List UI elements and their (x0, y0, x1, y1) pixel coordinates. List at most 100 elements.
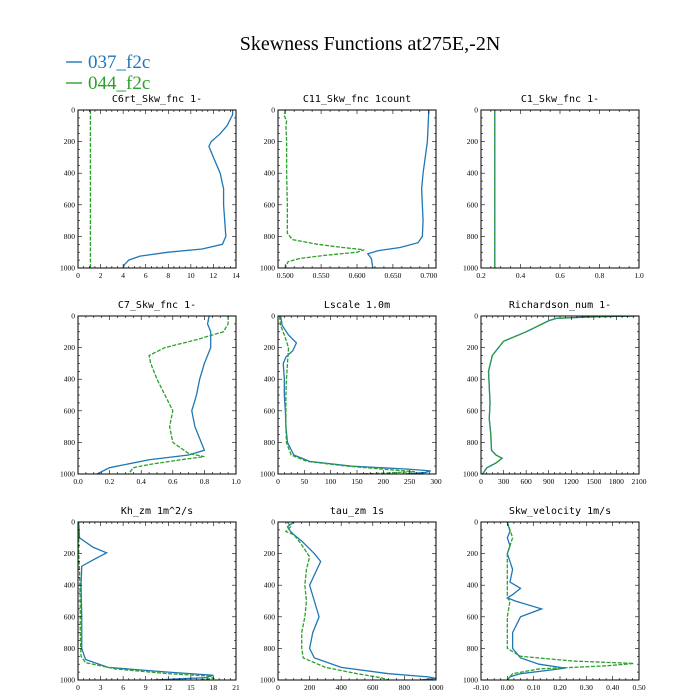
plot-frame (77, 315, 237, 475)
y-tick-label: 800 (64, 644, 76, 653)
x-tick-label: 1000 (429, 683, 444, 692)
y-tick-label: 400 (264, 375, 276, 384)
chart-panel: C6rt_Skw_fnc 1- 0 2 4 6 8 10 12 14 0 200 400 600 800 1… (60, 94, 240, 280)
y-tick-label: 800 (467, 232, 479, 241)
y-tick-label: 600 (467, 406, 479, 415)
x-tick-label: 12 (165, 683, 173, 692)
plot-frame (480, 109, 640, 269)
x-tick-label: 0.2 (476, 271, 486, 280)
x-tick-label: 0.6 (555, 271, 565, 280)
x-tick-label: 2 (99, 271, 103, 280)
panel-title: C1_Skw_fnc 1- (521, 94, 599, 105)
x-tick-label: 0 (276, 477, 280, 486)
y-tick-label: 200 (64, 137, 76, 146)
y-tick-label: 1000 (60, 470, 75, 479)
x-tick-label: 0 (76, 271, 80, 280)
x-tick-label: 0.40 (606, 683, 619, 692)
panel-title: Kh_zm 1m^2/s (121, 506, 193, 517)
x-tick-label: 300 (430, 477, 442, 486)
y-tick-label: 1000 (463, 264, 478, 273)
panel-title: tau_zm 1s (330, 506, 384, 517)
x-tick-label: 6 (144, 271, 148, 280)
y-tick-label: 800 (64, 232, 76, 241)
panel-title: C7_Skw_fnc 1- (118, 300, 196, 311)
y-tick-label: 600 (264, 612, 276, 621)
chart-panel: C1_Skw_fnc 1- 0.2 0.4 0.6 0.8 1.0 0 200 400 600 80… (463, 94, 644, 280)
y-tick-label: 200 (467, 137, 479, 146)
x-tick-label: 1200 (564, 477, 579, 486)
x-tick-label: 1800 (609, 477, 624, 486)
y-tick-label: 0 (71, 518, 75, 527)
chart-panel: Richardson_num 1- 0 300 600 900 1200 1500 1800 2… (463, 300, 647, 486)
x-tick-label: 300 (498, 477, 510, 486)
series-line-044_f2c (283, 110, 365, 268)
y-tick-label: 400 (64, 581, 76, 590)
x-tick-label: 21 (232, 683, 240, 692)
x-tick-label: 0.8 (595, 271, 605, 280)
panel-title: C11_Skw_fnc 1count (303, 94, 411, 105)
y-tick-label: 800 (264, 644, 276, 653)
y-tick-label: 200 (264, 343, 276, 352)
chart-panel: Lscale 1.0m 0 50 100 150 200 250 300 0 200 400 600 8… (260, 300, 442, 486)
x-tick-label: 200 (378, 477, 390, 486)
x-tick-label: 18 (210, 683, 218, 692)
series-line-044_f2c (78, 522, 216, 680)
series-line-037_f2c (279, 316, 431, 474)
y-tick-label: 0 (271, 312, 275, 321)
x-tick-label: 0.20 (553, 683, 566, 692)
x-tick-label: 0.650 (384, 271, 401, 280)
x-tick-label: 600 (521, 477, 533, 486)
y-tick-label: 0 (71, 106, 75, 115)
series-line-037_f2c (286, 522, 436, 680)
y-tick-label: 1000 (260, 264, 275, 273)
y-tick-label: 400 (264, 169, 276, 178)
x-tick-label: 400 (336, 683, 348, 692)
series-line-037_f2c (122, 110, 234, 268)
series-line-044_f2c (481, 316, 636, 474)
y-tick-label: 200 (467, 549, 479, 558)
y-tick-label: 200 (64, 343, 76, 352)
series-line-037_f2c (505, 522, 566, 680)
y-tick-label: 800 (64, 438, 76, 447)
y-tick-label: 200 (264, 137, 276, 146)
y-tick-label: 0 (271, 518, 275, 527)
chart-panel: C7_Skw_fnc 1- 0.0 0.2 0.4 0.6 0.8 1.0 0 200 400 60… (60, 300, 241, 486)
y-tick-label: 600 (467, 612, 479, 621)
y-tick-label: 600 (64, 200, 76, 209)
x-tick-label: 250 (404, 477, 416, 486)
plot-frame (480, 521, 640, 681)
x-tick-label: 150 (351, 477, 363, 486)
x-tick-label: 1500 (586, 477, 601, 486)
y-tick-label: 1000 (260, 470, 275, 479)
series-line-037_f2c (78, 522, 214, 680)
plot-frame (480, 315, 640, 475)
x-tick-label: 200 (304, 683, 316, 692)
x-tick-label: 0.4 (137, 477, 147, 486)
x-tick-label: 0.8 (200, 477, 210, 486)
x-tick-label: 9 (144, 683, 148, 692)
chart-panel: Skw_velocity 1m/s -0.10 0.00 0.10 0.20 0.30 0.… (463, 506, 646, 692)
panel-title: Lscale 1.0m (324, 300, 390, 311)
x-tick-label: 6 (121, 683, 125, 692)
x-tick-label: 0 (76, 683, 80, 692)
x-tick-label: 600 (367, 683, 379, 692)
y-tick-label: 600 (64, 406, 76, 415)
series-line-037_f2c (96, 316, 212, 474)
series-line-044_f2c (506, 522, 634, 680)
x-tick-label: 0.2 (105, 477, 115, 486)
y-tick-label: 400 (467, 581, 479, 590)
series-line-037_f2c (366, 110, 430, 268)
x-tick-label: 0.4 (516, 271, 526, 280)
y-tick-label: 1000 (60, 264, 75, 273)
y-tick-label: 0 (271, 106, 275, 115)
y-tick-label: 1000 (463, 470, 478, 479)
y-tick-label: 1000 (463, 676, 478, 685)
x-tick-label: 0 (276, 683, 280, 692)
chart-panel: Kh_zm 1m^2/s 0 3 6 9 12 15 18 21 0 200 400 600 800 100… (60, 506, 240, 692)
series-line-044_f2c (278, 316, 415, 474)
panel-title: C6rt_Skw_fnc 1- (112, 94, 202, 105)
x-tick-label: 12 (210, 271, 218, 280)
y-tick-label: 200 (264, 549, 276, 558)
legend-entry: 044_f2c (66, 73, 150, 94)
